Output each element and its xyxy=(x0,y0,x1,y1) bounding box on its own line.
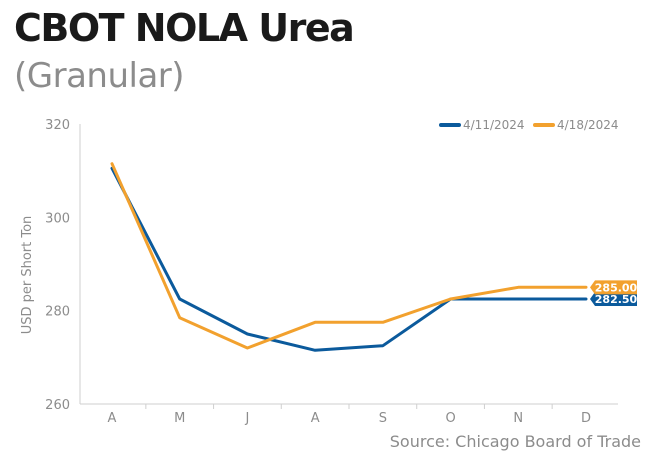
x-tick-label: A xyxy=(108,411,117,426)
chart-title: CBOT NOLA Urea xyxy=(14,6,355,50)
y-tick-label: 320 xyxy=(45,118,70,133)
x-tick-label: N xyxy=(513,411,523,426)
legend-label: 4/11/2024 xyxy=(463,118,525,132)
x-tick-label: S xyxy=(379,411,387,426)
y-axis: 260 280 300 320 USD per Short Ton xyxy=(20,118,81,413)
end-value-label: 282.50 xyxy=(590,292,638,306)
x-tick-label: O xyxy=(445,411,455,426)
source-note: Source: Chicago Board of Trade xyxy=(389,432,641,451)
y-tick-label: 280 xyxy=(45,305,70,320)
chart-subtitle: (Granular) xyxy=(14,56,185,96)
legend-item: 4/11/2024 xyxy=(439,118,525,132)
legend-item: 4/18/2024 xyxy=(533,118,619,132)
y-tick-label: 300 xyxy=(45,211,70,226)
x-tick-label: A xyxy=(311,411,320,426)
series-line-1 xyxy=(110,166,588,352)
end-value-label: 285.00 xyxy=(590,280,638,295)
x-tick-label: D xyxy=(581,411,591,426)
y-tick-label: 260 xyxy=(45,398,70,413)
end-value-tag xyxy=(590,280,637,295)
legend-label: 4/18/2024 xyxy=(557,118,619,132)
legend: 4/11/2024 4/18/2024 xyxy=(439,118,619,132)
end-value-tag xyxy=(590,292,637,306)
series-line-2 xyxy=(110,162,588,350)
end-value-text: 285.00 xyxy=(595,281,638,294)
y-axis-title: USD per Short Ton xyxy=(20,216,35,335)
end-value-text: 282.50 xyxy=(595,293,638,306)
x-tick-label: J xyxy=(245,411,250,426)
x-tick-label: M xyxy=(174,411,185,426)
series-layer xyxy=(110,162,588,352)
